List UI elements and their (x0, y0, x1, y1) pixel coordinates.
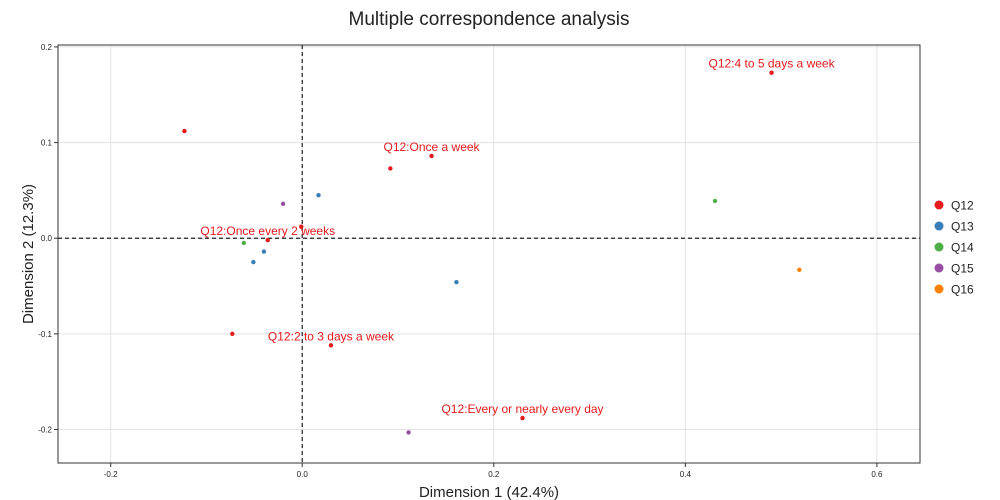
x-tick-label: 0.6 (871, 470, 883, 479)
data-point-q13 (454, 280, 459, 285)
x-tick-label: -0.2 (104, 470, 118, 479)
data-point-q12 (182, 128, 187, 134)
legend: Q12 Q13 Q14 Q15 Q16 (934, 199, 974, 297)
data-point-q12 (265, 237, 270, 243)
legend-swatch-q13 (934, 221, 944, 231)
data-point-q12 (429, 153, 434, 159)
data-point-q12 (299, 224, 304, 229)
point-label: Q12:Once every 2 weeks (200, 224, 335, 238)
legend-swatch-q15 (934, 263, 944, 273)
x-axis-ticks: -0.2 0.0 0.2 0.4 0.6 (104, 463, 883, 479)
chart-title: Multiple correspondence analysis (349, 9, 630, 30)
data-point-q13 (316, 192, 321, 198)
plot-border (57, 44, 921, 464)
legend-label: Q15 (951, 262, 974, 276)
legend-swatch-q14 (934, 242, 944, 252)
data-point-q13 (251, 259, 256, 265)
point-label: Q12:Every or nearly every day (441, 402, 603, 416)
y-axis-ticks: 0.2 0.1 0.0 -0.1 -0.2 (38, 43, 58, 435)
x-tick-label: 0.0 (297, 470, 309, 479)
data-point-q12 (328, 343, 334, 348)
x-tick-label: 0.4 (680, 470, 692, 479)
data-point-q12 (769, 70, 774, 75)
data-point-q14 (712, 198, 718, 204)
data-point-q14 (241, 240, 247, 246)
reference-lines (58, 45, 920, 463)
data-point-q13 (261, 249, 267, 254)
grid-lines (58, 45, 920, 463)
data-point-q12 (520, 415, 525, 421)
data-point-q12 (388, 166, 393, 171)
y-tick-label: -0.1 (38, 330, 52, 339)
point-label: Q12:Once a week (384, 140, 481, 154)
data-point-q16 (797, 267, 802, 272)
data-points (182, 70, 802, 435)
data-point-q15 (280, 201, 286, 206)
legend-label: Q13 (951, 220, 974, 234)
point-labels: Q12:4 to 5 days a week Q12:Once a week Q12… (200, 57, 835, 416)
point-label: Q12:4 to 5 days a week (709, 57, 836, 71)
legend-label: Q12 (951, 199, 974, 213)
x-tick-label: 0.2 (488, 470, 500, 479)
x-axis-label: Dimension 1 (42.4%) (419, 484, 559, 500)
y-tick-label: 0.1 (41, 139, 53, 148)
data-point-q12 (230, 331, 235, 337)
y-tick-label: -0.2 (38, 426, 52, 435)
legend-label: Q16 (951, 283, 974, 297)
y-tick-label: 0.2 (41, 43, 53, 52)
legend-swatch-q12 (934, 200, 944, 210)
y-tick-label: 0.0 (41, 234, 53, 243)
y-axis-label: Dimension 2 (12.3%) (20, 184, 37, 324)
point-label: Q12:2 to 3 days a week (268, 329, 395, 343)
legend-label: Q14 (951, 241, 974, 255)
data-point-q15 (406, 430, 411, 435)
legend-swatch-q16 (934, 284, 944, 294)
